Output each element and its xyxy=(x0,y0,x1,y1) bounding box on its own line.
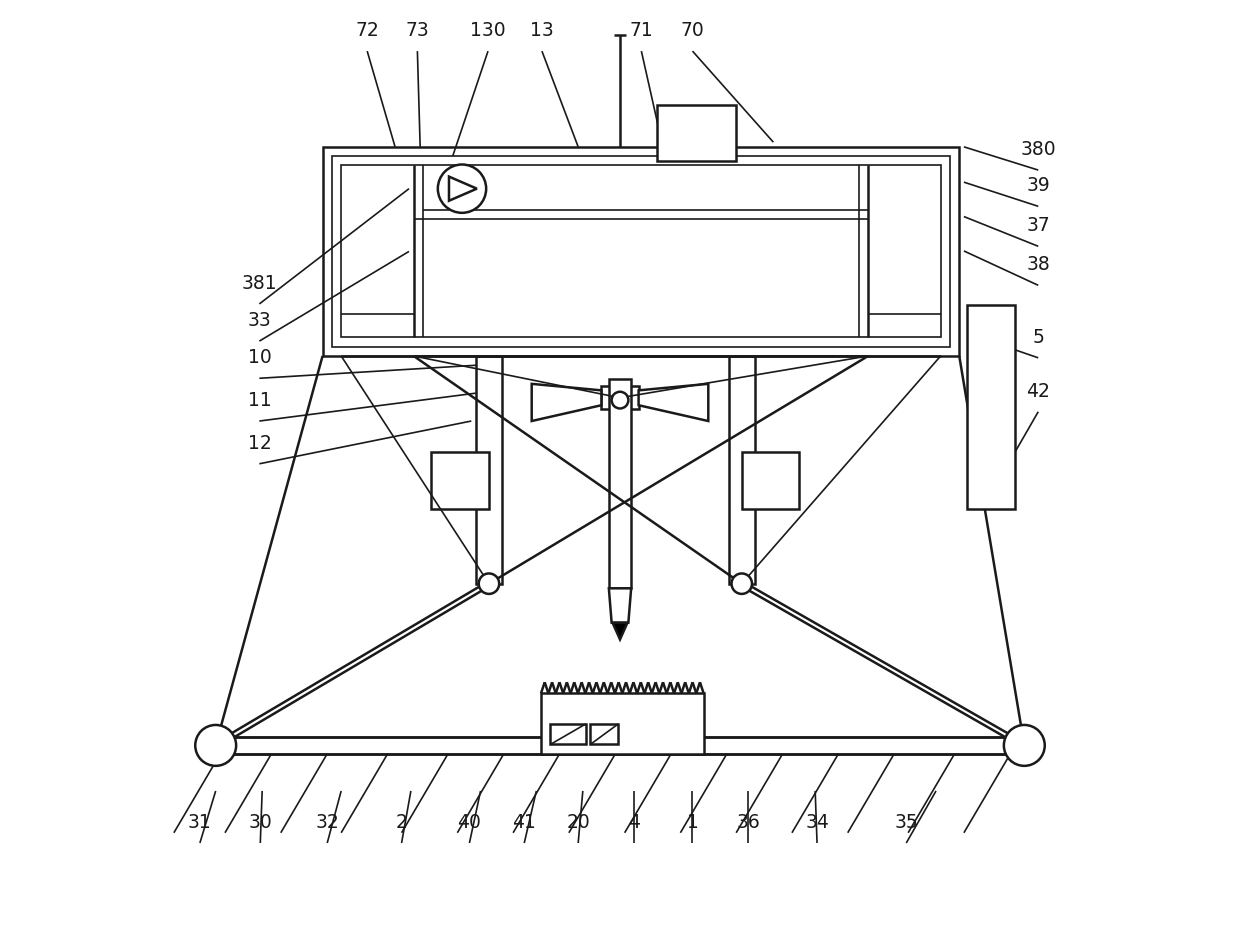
Text: 4: 4 xyxy=(627,813,640,832)
Text: 1: 1 xyxy=(687,813,698,832)
Circle shape xyxy=(479,573,500,594)
Text: 70: 70 xyxy=(681,21,704,40)
Text: 71: 71 xyxy=(630,21,653,40)
Text: 20: 20 xyxy=(567,813,590,832)
Bar xyxy=(590,724,619,744)
Bar xyxy=(476,356,502,583)
Text: 5: 5 xyxy=(1033,327,1044,347)
Polygon shape xyxy=(613,623,627,640)
Bar xyxy=(322,147,960,356)
Text: 10: 10 xyxy=(248,348,272,367)
Bar xyxy=(742,452,800,510)
Text: 13: 13 xyxy=(529,21,554,40)
Text: 41: 41 xyxy=(512,813,536,832)
Text: 36: 36 xyxy=(737,813,760,832)
Bar xyxy=(729,356,755,583)
Circle shape xyxy=(438,165,486,213)
Text: 2: 2 xyxy=(396,813,408,832)
Bar xyxy=(967,305,1016,510)
Bar xyxy=(601,386,639,410)
Bar xyxy=(541,694,703,754)
Polygon shape xyxy=(609,588,631,623)
Circle shape xyxy=(732,573,751,594)
Polygon shape xyxy=(449,177,477,201)
Text: 34: 34 xyxy=(805,813,830,832)
Text: 38: 38 xyxy=(1027,255,1050,274)
Circle shape xyxy=(1004,725,1045,766)
Bar xyxy=(657,105,737,161)
Text: 11: 11 xyxy=(248,391,272,410)
Text: 72: 72 xyxy=(356,21,379,40)
Text: 12: 12 xyxy=(248,434,272,453)
Polygon shape xyxy=(639,384,708,421)
Bar xyxy=(609,380,631,588)
Text: 30: 30 xyxy=(248,813,272,832)
Polygon shape xyxy=(532,384,601,421)
Circle shape xyxy=(611,392,629,409)
Text: 33: 33 xyxy=(248,311,272,330)
Text: 130: 130 xyxy=(470,21,506,40)
Text: 31: 31 xyxy=(188,813,212,832)
Text: 39: 39 xyxy=(1027,176,1050,195)
Text: 35: 35 xyxy=(894,813,918,832)
Bar xyxy=(332,156,950,347)
Bar xyxy=(432,452,489,510)
Circle shape xyxy=(195,725,236,766)
Bar xyxy=(341,165,941,338)
Bar xyxy=(551,724,585,744)
Text: 32: 32 xyxy=(315,813,339,832)
Text: 40: 40 xyxy=(458,813,481,832)
Text: 42: 42 xyxy=(1027,381,1050,400)
Text: 37: 37 xyxy=(1027,216,1050,235)
Text: 381: 381 xyxy=(242,274,278,293)
Bar xyxy=(206,737,1034,754)
Text: 380: 380 xyxy=(1021,140,1056,159)
Text: 73: 73 xyxy=(405,21,429,40)
